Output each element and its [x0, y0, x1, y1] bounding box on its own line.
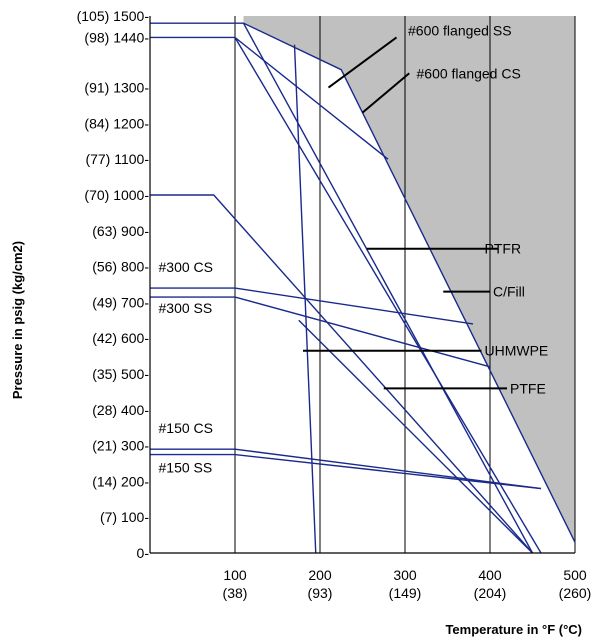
- annotation-label: UHMWPE: [485, 343, 549, 359]
- x-axis-title: Temperature in °F (°C): [445, 622, 582, 637]
- annotation-pointer: [327, 36, 398, 89]
- y-tick-label: 0-: [137, 545, 150, 561]
- y-tick-label: (7) 100-: [100, 509, 149, 525]
- x-tick-label: 400: [478, 567, 502, 583]
- y-tick-label: (14) 200-: [92, 473, 149, 489]
- annotation-pointer: [361, 72, 410, 114]
- x-tick-sublabel: (93): [308, 585, 333, 601]
- y-tick-label: (56) 800-: [92, 259, 149, 275]
- y-tick-label: (91) 1300-: [84, 80, 149, 96]
- annotation-label: PTFE: [510, 380, 546, 396]
- annotation-label: #600 flanged CS: [417, 65, 521, 81]
- y-tick-labels: (105) 1500- (98) 1440- (91) 1300- (84) 1200…: [77, 8, 150, 561]
- material-line-1: [234, 37, 542, 554]
- annotation-label: C/Fill: [493, 284, 525, 300]
- shaded-region: [243, 16, 575, 543]
- x-tick-label: 500: [563, 567, 587, 583]
- shaded-area: [243, 16, 575, 543]
- y-tick-label: (105) 1500-: [77, 8, 150, 24]
- x-tick-labels: 100 (38) 200 (93) 300 (149) 400 (204) 500 (260): [223, 567, 592, 601]
- flange-line-4: [150, 448, 542, 490]
- series-inline-label: #300 CS: [159, 259, 213, 275]
- material-line-2: [293, 44, 317, 554]
- axes: [149, 16, 575, 554]
- annotation-label: PTFR: [485, 241, 522, 257]
- series-inline-label: #150 CS: [159, 420, 213, 436]
- flange-line-2: [150, 287, 474, 325]
- y-axis-title: Pressure in psig (kg/cm2): [10, 241, 25, 399]
- y-tick-label: (63) 900-: [92, 223, 149, 239]
- flange-line-1: [150, 22, 576, 543]
- x-tick-sublabel: (38): [223, 585, 248, 601]
- y-tick-label: (49) 700-: [92, 294, 149, 310]
- material-line-4: [298, 319, 533, 554]
- x-tick-sublabel: (149): [389, 585, 422, 601]
- annotation-pointers: [303, 36, 507, 390]
- y-tick-label: (70) 1000-: [84, 187, 149, 203]
- material-line-0: [242, 22, 534, 554]
- x-tick-sublabel: (260): [559, 585, 592, 601]
- annotation-label: #600 flanged SS: [408, 22, 512, 38]
- series-lines: [150, 22, 576, 554]
- y-tick-label: (42) 600-: [92, 330, 149, 346]
- y-tick-label: (98) 1440-: [84, 29, 149, 45]
- y-tick-label: (28) 400-: [92, 402, 149, 418]
- y-tick-label: (77) 1100-: [85, 151, 149, 167]
- x-tick-label: 300: [393, 567, 417, 583]
- y-tick-label: (35) 500-: [92, 366, 149, 382]
- series-inline-label: #150 SS: [159, 459, 213, 475]
- series-inline-label: #300 SS: [159, 300, 213, 316]
- material-line-3: [150, 194, 534, 554]
- x-tick-sublabel: (204): [474, 585, 507, 601]
- flange-line-5: [150, 453, 542, 490]
- series-labels: #600 flanged SS #600 flanged CS PTFR C/Fill…: [159, 22, 549, 475]
- y-tick-label: (21) 300-: [92, 438, 149, 454]
- x-tick-label: 200: [308, 567, 332, 583]
- x-tick-label: 100: [223, 567, 247, 583]
- y-tick-label: (84) 1200-: [84, 115, 149, 131]
- flange-line-3: [150, 296, 491, 368]
